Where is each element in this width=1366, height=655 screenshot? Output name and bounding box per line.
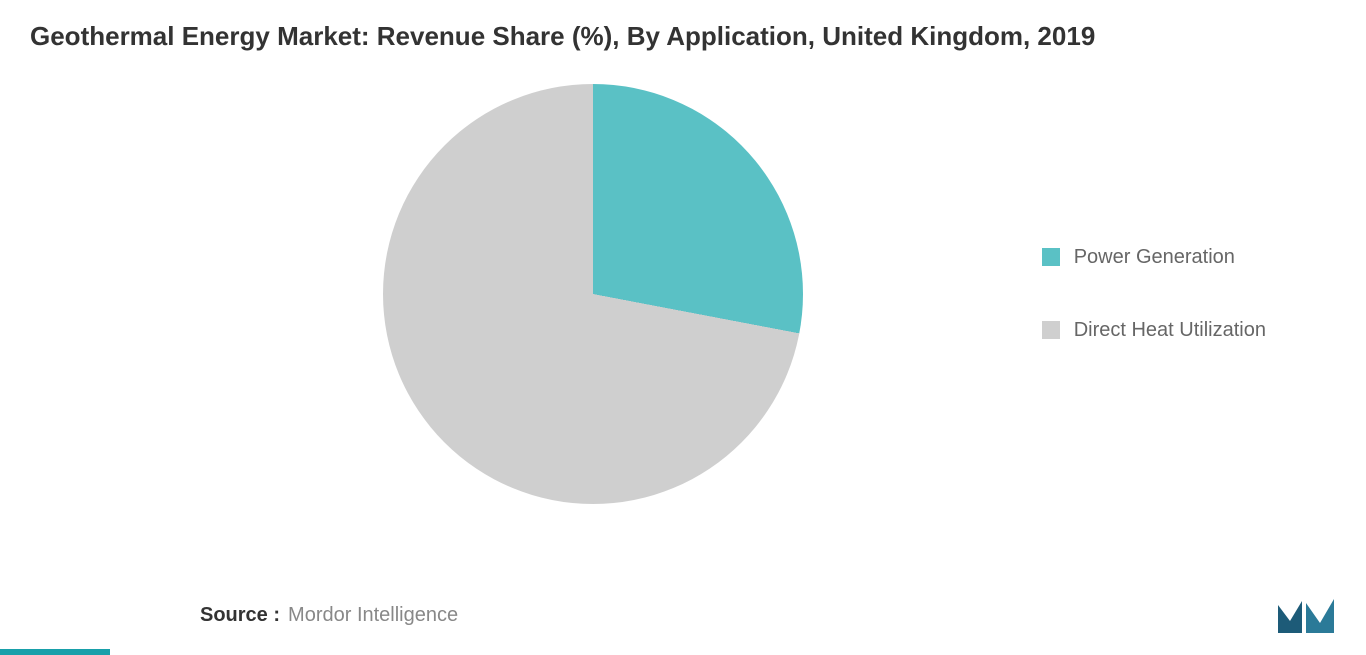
pie-container (383, 84, 803, 504)
chart-area: Power Generation Direct Heat Utilization (0, 54, 1366, 534)
legend-item-power-generation: Power Generation (1042, 246, 1266, 269)
legend: Power Generation Direct Heat Utilization (1042, 246, 1266, 342)
legend-swatch-power-generation (1042, 248, 1060, 266)
chart-title: Geothermal Energy Market: Revenue Share … (0, 0, 1366, 54)
legend-swatch-direct-heat (1042, 321, 1060, 339)
source-name: Mordor Intelligence (288, 604, 458, 627)
pie-chart (383, 84, 803, 504)
source-block: Source : Mordor Intelligence (200, 604, 458, 627)
brand-logo-icon (1276, 595, 1336, 635)
legend-label-direct-heat: Direct Heat Utilization (1074, 319, 1266, 342)
legend-item-direct-heat: Direct Heat Utilization (1042, 319, 1266, 342)
source-label: Source : (200, 604, 280, 627)
accent-bar (0, 649, 110, 655)
footer: Source : Mordor Intelligence (0, 604, 1366, 627)
legend-label-power-generation: Power Generation (1074, 246, 1235, 269)
